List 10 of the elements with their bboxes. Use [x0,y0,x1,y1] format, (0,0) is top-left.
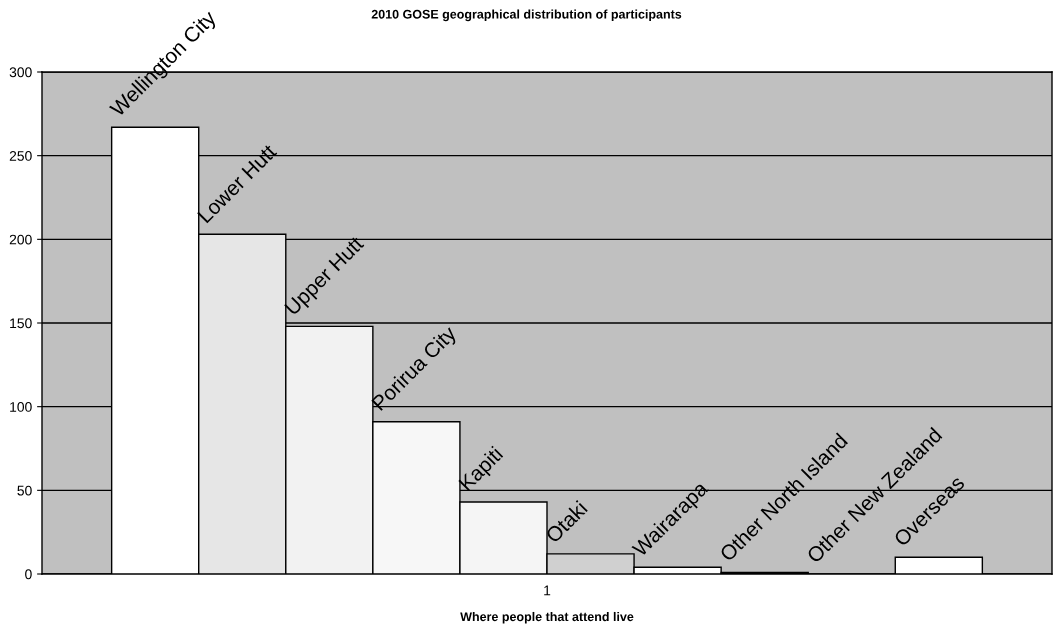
x-axis-title: Where people that attend live [460,611,634,624]
x-tick-label: 1 [544,585,551,596]
y-tick-label: 50 [17,485,32,496]
y-tick-label: 250 [9,151,32,161]
y-tick-label: 200 [9,234,32,245]
y-tick-label: 150 [10,318,32,329]
y-tick-label: 0 [25,569,32,580]
chart-title: 2010 GOSE geographical distribution of participants [371,9,682,22]
y-tick-label: 300 [9,67,32,78]
y-tick-label: 100 [10,402,32,412]
